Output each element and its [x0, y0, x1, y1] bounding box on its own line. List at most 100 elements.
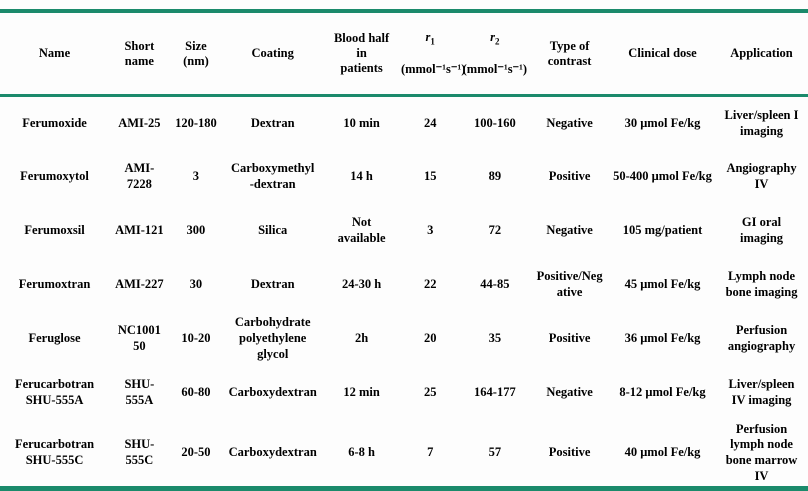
table-cell: NC1001 50 [117, 323, 161, 353]
col-header-blood-half: Blood half in patients [323, 11, 400, 98]
table-cell: SHU- 555C [124, 437, 155, 468]
table-cell: 22 [423, 276, 437, 291]
r1-subscript: 1 [430, 36, 435, 47]
table-cell: 44-85 [480, 276, 510, 291]
col-header-type-of-contrast: Type of contrast [529, 11, 610, 98]
table-cell: Not available [337, 215, 386, 245]
col-header-name: Name [0, 11, 110, 98]
table-cell: Perfusion lymph node bone marrow IV [725, 421, 798, 483]
header-row: Name Short name Size (nm) Coating Blood … [0, 11, 808, 98]
table-cell: 60-80 [181, 384, 211, 399]
table-cell: Ferumoxide [22, 115, 87, 130]
table-body: Ferumoxide AMI-25 120-180 Dextran 10 min 24 10… [0, 96, 808, 489]
table-cell: Silica [258, 222, 288, 237]
table-cell: Liver/spleen I imaging [724, 107, 799, 138]
table-row: Ferumoxide AMI-25 120-180 Dextran 10 min 24 10… [0, 96, 808, 150]
table-cell: Angiography IV [726, 161, 797, 191]
table-cell: Dextran [250, 276, 295, 291]
table-row: Ferumoxtran AMI-227 30 Dextran 24-30 h 22 44-8… [0, 258, 808, 312]
table-cell: 7 [427, 445, 434, 460]
table-cell: Negative [546, 384, 593, 399]
col-header-size: Size (nm) [169, 11, 223, 98]
table-cell: 6-8 h [348, 445, 375, 460]
table-cell: 100-160 [474, 115, 516, 130]
table-cell: 36 μmol Fe/kg [624, 330, 701, 345]
r2-formula: r2 [462, 30, 529, 47]
table-cell: 14 h [350, 168, 373, 183]
col-header-r2: r2 (mmol⁻¹s⁻¹) [460, 11, 530, 98]
r1-formula: r1 [401, 30, 460, 47]
table-cell: Carboxydextran [228, 445, 317, 460]
table-cell: Positive [548, 330, 591, 345]
table-cell: Feruglose [28, 330, 81, 345]
col-header-short-name: Short name [109, 11, 170, 98]
table-cell: Carbohydrate polyethylene glycol [234, 315, 311, 361]
table-cell: 164-177 [474, 384, 516, 399]
table-cell: SHU- 555A [124, 377, 155, 407]
table-cell: AMI-121 [115, 222, 164, 237]
table-cell: Ferucarbotran SHU-555C [14, 437, 95, 468]
table-cell: Ferumoxsil [24, 222, 85, 237]
table-cell: Positive/Neg ative [536, 269, 603, 299]
col-header-r1: r1 (mmol⁻¹s⁻¹) [399, 11, 466, 98]
table-cell: 45 μmol Fe/kg [624, 276, 701, 291]
table-cell: Liver/spleen IV imaging [728, 377, 795, 407]
table-cell: Ferucarbotran SHU-555A [14, 377, 95, 407]
table-cell: Lymph node bone imaging [725, 269, 798, 299]
table-cell: 3 [192, 168, 200, 183]
table-cell: Carboxydextran [228, 384, 317, 399]
table-cell: Negative [546, 222, 593, 237]
col-header-clinical-dose: Clinical dose [610, 11, 716, 98]
table-row: Ferumoxytol AMI- 7228 3 Carboxymethyl -dext… [0, 150, 808, 204]
table-cell: 57 [488, 445, 502, 460]
table-cell: 12 min [343, 384, 380, 399]
table-cell: 15 [423, 168, 437, 183]
contrast-agents-table-container: Name Short name Size (nm) Coating Blood … [0, 9, 808, 491]
table-cell: 25 [423, 384, 437, 399]
table-cell: 72 [488, 222, 502, 237]
table-cell: AMI- 7228 [124, 161, 155, 191]
table-cell: 300 [186, 222, 206, 237]
r1-symbol: r [425, 30, 431, 44]
r2-unit: (mmol⁻¹s⁻¹) [462, 62, 528, 77]
table-cell: AMI-25 [118, 115, 161, 130]
table-row: Ferucarbotran SHU-555C SHU- 555C 20-50 Carb… [0, 420, 808, 489]
table-cell: GI oral imaging [739, 215, 784, 245]
table-cell: 40 μmol Fe/kg [624, 445, 701, 460]
table-cell: 20 [423, 330, 437, 345]
table-row: Ferucarbotran SHU-555A SHU- 555A 60-80 Carb… [0, 366, 808, 420]
table-cell: 105 mg/patient [622, 222, 703, 237]
table-cell: 35 [488, 330, 502, 345]
table-cell: Perfusion angiography [727, 323, 796, 353]
r2-symbol: r [490, 30, 496, 44]
contrast-agents-table: Name Short name Size (nm) Coating Blood … [0, 9, 808, 491]
table-cell: 30 [189, 276, 203, 291]
table-row: Ferumoxsil AMI-121 300 Silica Not available 3… [0, 204, 808, 258]
table-row: Feruglose NC1001 50 10-20 Carbohydrate poly… [0, 312, 808, 366]
table-cell: Positive [548, 168, 591, 183]
table-cell: 2h [354, 330, 369, 345]
table-cell: Ferumoxtran [18, 276, 91, 291]
table-cell: 50-400 μmol Fe/kg [613, 168, 712, 183]
table-header: Name Short name Size (nm) Coating Blood … [0, 11, 808, 98]
table-cell: 120-180 [175, 115, 217, 130]
table-cell: Negative [546, 115, 593, 130]
r2-subscript: 2 [495, 36, 500, 47]
table-cell: 30 μmol Fe/kg [624, 115, 701, 130]
table-cell: AMI-227 [115, 276, 164, 291]
table-cell: 10-20 [181, 330, 211, 345]
table-cell: 20-50 [181, 445, 211, 460]
table-cell: 3 [427, 222, 434, 237]
table-cell: Positive [548, 445, 591, 460]
table-cell: 10 min [343, 115, 380, 130]
table-cell: 89 [488, 168, 502, 183]
table-cell: 8-12 μmol Fe/kg [619, 384, 706, 399]
r1-unit: (mmol⁻¹s⁻¹) [400, 62, 466, 77]
table-cell: Ferumoxytol [20, 168, 89, 183]
table-cell: 24-30 h [341, 276, 382, 291]
col-header-application: Application [715, 11, 808, 98]
table-cell: Carboxymethyl -dextran [231, 161, 315, 191]
table-cell: 24 [423, 115, 437, 130]
table-cell: Dextran [250, 115, 295, 130]
col-header-coating: Coating [222, 11, 324, 98]
